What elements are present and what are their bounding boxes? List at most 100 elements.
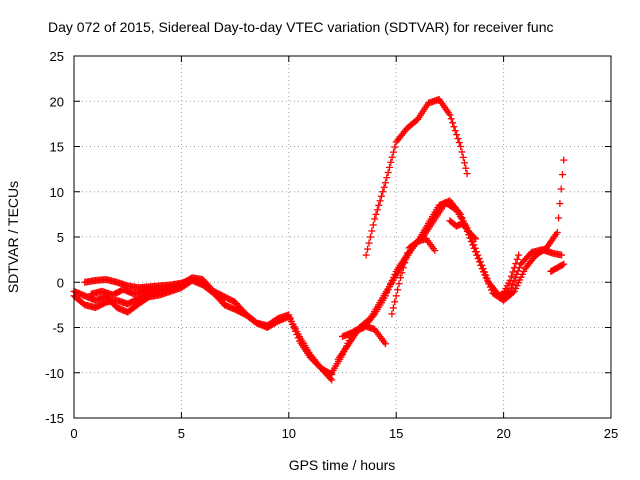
series-track-11 — [497, 251, 523, 301]
data-point — [558, 251, 566, 259]
y-tick-label: 15 — [50, 140, 64, 155]
data-point — [372, 210, 380, 218]
data-point — [292, 327, 300, 335]
data-point — [380, 183, 388, 191]
data-point — [392, 292, 400, 300]
axis-ticks: 0 5 10 15 20 25 -15 -10 -5 0 5 10 15 20 25 — [45, 49, 618, 441]
data-point — [379, 188, 387, 196]
data-point — [373, 206, 381, 214]
x-axis-label: GPS time / hours — [289, 457, 396, 473]
data-point — [398, 269, 406, 277]
data-point — [553, 228, 561, 236]
data-point — [475, 254, 483, 262]
data-point — [507, 272, 515, 280]
y-tick-label: 25 — [50, 49, 64, 64]
data-point — [477, 258, 485, 266]
data-point — [362, 251, 370, 259]
data-point — [510, 277, 518, 285]
y-tick-label: -15 — [45, 411, 64, 426]
data-point — [290, 324, 298, 332]
data-point — [514, 267, 522, 275]
data-point — [381, 340, 389, 348]
data-point — [513, 255, 521, 263]
data-point — [289, 321, 297, 329]
y-tick-label: -5 — [52, 321, 64, 336]
data-point — [449, 119, 457, 127]
data-point — [390, 148, 398, 156]
data-point — [459, 153, 467, 161]
data-point — [458, 148, 466, 156]
series-track-4 — [87, 285, 170, 299]
data-point — [365, 239, 373, 247]
data-point — [450, 123, 458, 131]
data-point — [472, 235, 480, 243]
data-point — [509, 281, 517, 289]
series-track-12 — [547, 260, 568, 275]
data-point — [454, 135, 462, 143]
data-point — [457, 143, 465, 150]
x-tick-label: 0 — [70, 426, 77, 441]
data-point — [369, 221, 377, 229]
data-point — [394, 286, 402, 294]
data-point — [510, 264, 518, 272]
data-point — [371, 215, 379, 223]
data-point — [381, 179, 389, 187]
series-track-8 — [388, 235, 439, 318]
data-point — [401, 259, 409, 267]
data-point — [375, 201, 383, 209]
data-point — [402, 254, 410, 262]
data-point — [391, 298, 399, 306]
x-tick-label: 25 — [604, 426, 618, 441]
data-point — [462, 164, 470, 172]
x-tick-label: 5 — [178, 426, 185, 441]
data-point — [455, 139, 463, 147]
data-point — [483, 275, 491, 283]
data-point — [366, 233, 374, 241]
data-point — [479, 265, 487, 273]
data-point — [220, 295, 228, 303]
y-tick-label: -10 — [45, 366, 64, 381]
data-point — [555, 214, 563, 222]
data-point — [471, 244, 479, 252]
y-tick-label: 5 — [57, 230, 64, 245]
data-point — [447, 115, 455, 123]
data-point — [481, 268, 489, 276]
data-point — [219, 294, 227, 302]
data-point — [557, 185, 565, 193]
data-point — [558, 171, 566, 179]
data-point — [446, 111, 454, 119]
data-point — [286, 314, 294, 322]
data-point — [451, 127, 459, 135]
data-point — [507, 284, 515, 292]
data-point — [396, 274, 404, 282]
data-point — [470, 234, 478, 242]
data-point — [294, 334, 302, 342]
data-point — [560, 156, 568, 164]
data-point — [509, 268, 517, 276]
x-tick-label: 10 — [282, 426, 296, 441]
y-tick-label: 10 — [50, 185, 64, 200]
x-tick-label: 20 — [496, 426, 510, 441]
data-point — [482, 271, 490, 279]
data-point — [293, 331, 301, 339]
data-point — [287, 317, 295, 325]
data-point — [285, 311, 293, 319]
x-tick-label: 15 — [389, 426, 403, 441]
data-point — [515, 251, 523, 259]
data-point — [560, 260, 568, 268]
data-point — [387, 158, 395, 166]
data-point — [512, 260, 520, 268]
series-track-5 — [328, 156, 568, 377]
data-point — [472, 248, 480, 256]
data-point — [391, 143, 399, 151]
data-point — [474, 251, 482, 259]
data-point — [388, 153, 396, 161]
y-tick-label: 0 — [57, 275, 64, 290]
data-point — [376, 197, 384, 205]
data-point — [389, 304, 397, 312]
data-point — [368, 227, 376, 235]
series-track-10 — [446, 217, 480, 243]
data-point — [513, 270, 521, 278]
chart-title: Day 072 of 2015, Sidereal Day-to-day VTE… — [48, 19, 554, 35]
